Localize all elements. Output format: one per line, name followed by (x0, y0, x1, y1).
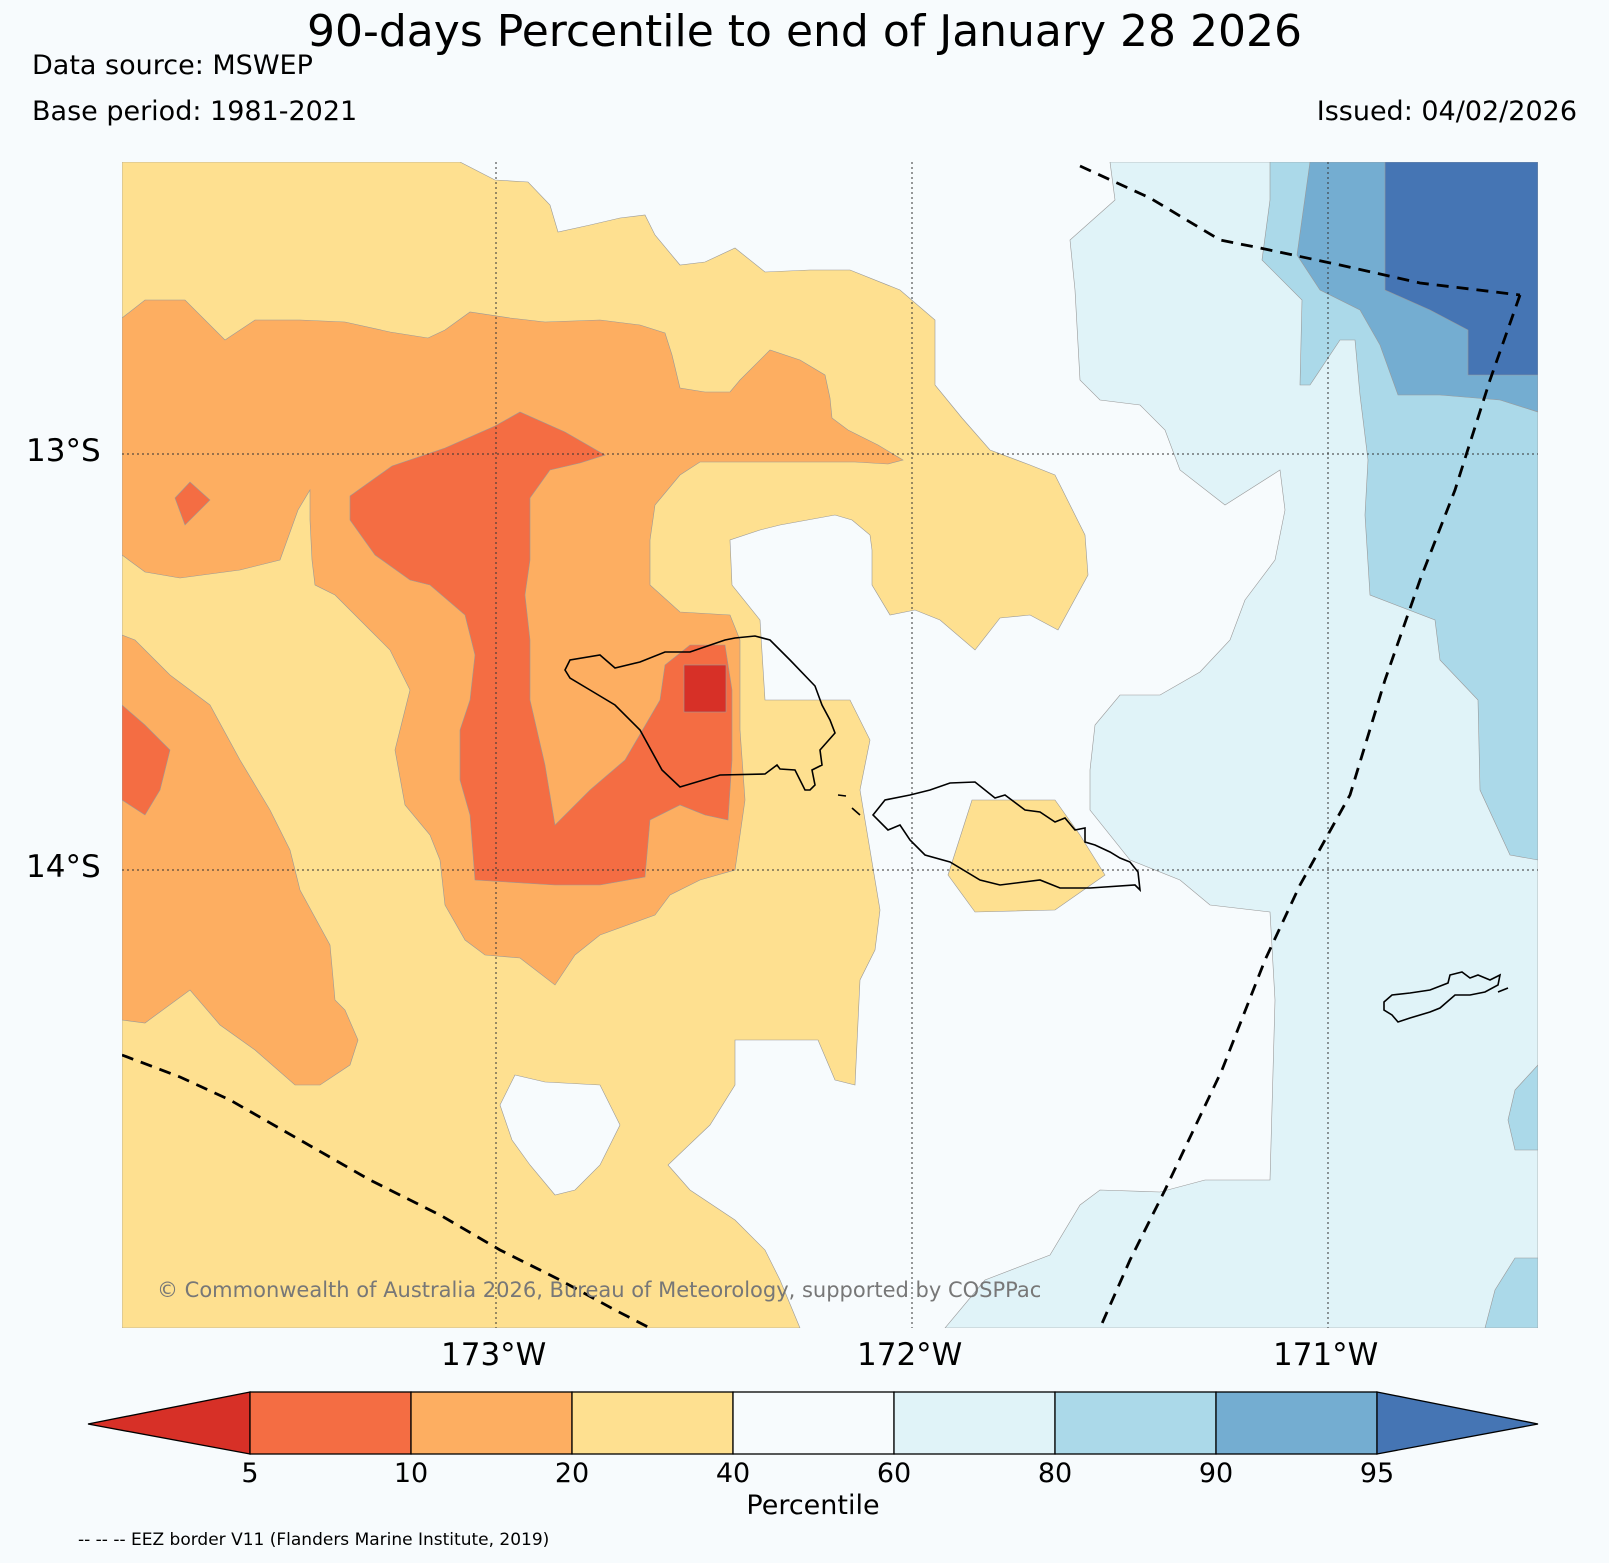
band-10-20-west (122, 634, 359, 1086)
colorbar-tick: 40 (715, 1458, 751, 1489)
band-below-5 (683, 664, 727, 713)
coastline-upolu (871, 781, 1142, 893)
coastline-manono (837, 794, 847, 797)
colorbar-tick: 60 (876, 1458, 912, 1489)
colorbar-extend-low (87, 1391, 251, 1455)
issued-date-label: Issued: 04/02/2026 (1316, 96, 1577, 127)
coastlines (564, 635, 1509, 1023)
colorbar-tick: 5 (241, 1458, 259, 1489)
map-title: 90-days Percentile to end of January 28 … (307, 6, 1302, 57)
coastline-savaii (564, 635, 836, 791)
colorbar-seg-90-95 (1215, 1391, 1378, 1455)
map-panel (122, 162, 1538, 1328)
colorbar-seg-60-80 (893, 1391, 1056, 1455)
colorbar-tick: 80 (1037, 1458, 1073, 1489)
colorbar-tick: 90 (1198, 1458, 1234, 1489)
colorbar-seg-5-10 (249, 1391, 412, 1455)
colorbar-seg-80-90 (1054, 1391, 1217, 1455)
band-5-10-west (122, 704, 171, 816)
eez-borders (122, 164, 1522, 1328)
colorbar (87, 1391, 1539, 1455)
lat-label-13s: 13°S (26, 433, 101, 469)
band-80-90-southeast (1484, 1257, 1538, 1328)
coastline-tutuila (1383, 971, 1502, 1023)
eez-line-southwest (122, 1053, 651, 1328)
colorbar-title: Percentile (746, 1490, 880, 1521)
band-5-10-main (349, 411, 733, 886)
graticule (122, 162, 1538, 1328)
colorbar-seg-10-20 (410, 1391, 573, 1455)
lon-label-173w: 173°W (441, 1337, 547, 1373)
coastline-tutuila-east (1497, 987, 1509, 993)
band-80-90-east (1507, 1064, 1538, 1151)
colorbar-tick: 20 (554, 1458, 590, 1489)
eez-legend: -- -- -- EEZ border V11 (Flanders Marine… (78, 1530, 550, 1550)
colorbar-seg-20-40 (571, 1391, 734, 1455)
band-40-60-hole-south (499, 1074, 621, 1196)
data-source-label: Data source: MSWEP (32, 50, 313, 81)
lat-label-14s: 14°S (26, 849, 101, 885)
band-5-10-nw (174, 481, 211, 526)
copyright-notice: © Commonwealth of Australia 2026, Bureau… (157, 1278, 1042, 1302)
band-above-95 (1384, 162, 1538, 376)
base-period-label: Base period: 1981-2021 (32, 96, 358, 127)
colorbar-seg-40-60 (732, 1391, 895, 1455)
band-20-40-island-patch (947, 799, 1106, 913)
colorbar-tick: 10 (393, 1458, 429, 1489)
eez-line-north (1079, 164, 1521, 297)
colorbar-extend-high (1376, 1391, 1539, 1455)
lon-label-172w: 172°W (857, 1337, 963, 1373)
coastline-apolima (851, 807, 861, 816)
colorbar-tick: 95 (1359, 1458, 1395, 1489)
eez-line-east (1098, 294, 1522, 1328)
lon-label-171w: 171°W (1273, 1337, 1379, 1373)
